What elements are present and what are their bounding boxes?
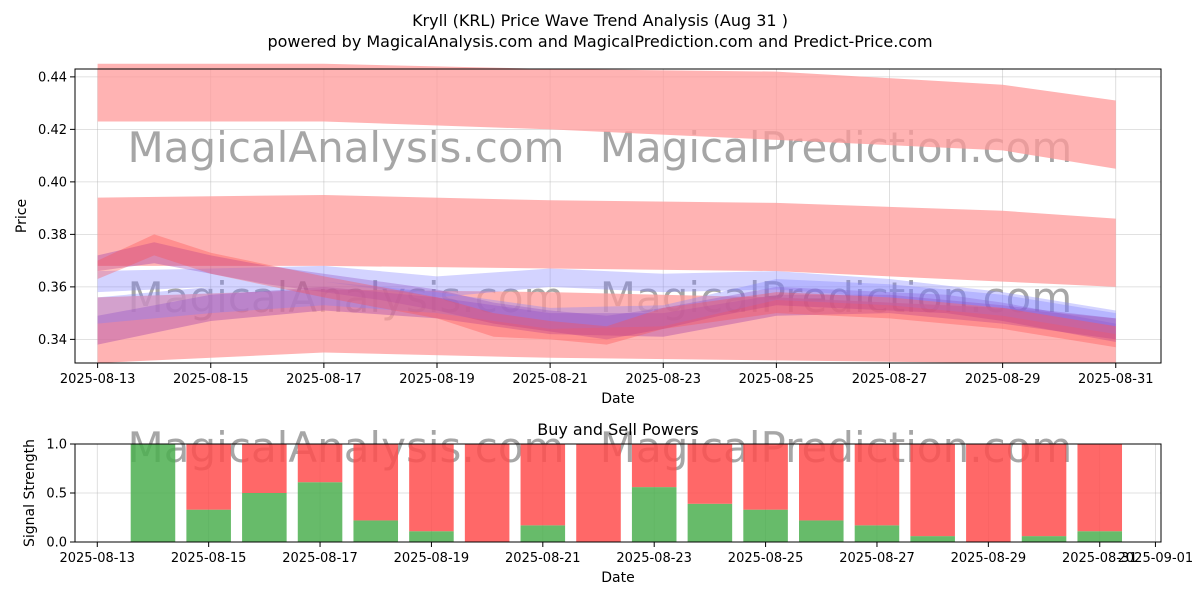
sell-bar — [520, 444, 566, 526]
top-y-axis-label: Price — [14, 199, 30, 233]
sell-bar — [743, 444, 788, 510]
x-tick-label: 2025-08-25 — [728, 551, 804, 566]
x-tick-label: 2025-08-21 — [505, 551, 581, 566]
bottom-x-axis-label: Date — [601, 570, 634, 586]
buy-bar — [409, 531, 454, 542]
price-wave — [97, 265, 1116, 327]
x-tick-label: 2025-08-15 — [171, 551, 247, 566]
sell-bar — [353, 444, 399, 521]
bottom-y-axis-label: Signal Strength — [22, 439, 38, 547]
x-tick-label: 2025-08-27 — [839, 551, 915, 566]
figure-subtitle: powered by MagicalAnalysis.com and Magic… — [267, 32, 932, 51]
sell-bar — [854, 444, 900, 526]
x-tick-label: 2025-08-23 — [625, 372, 701, 387]
buy-bar — [854, 525, 900, 542]
figure-title: Kryll (KRL) Price Wave Trend Analysis (A… — [412, 11, 788, 30]
y-tick-label: 0.38 — [38, 228, 67, 243]
price-wave-plot: MagicalAnalysis.com MagicalPrediction.com… — [14, 63, 1162, 407]
top-x-axis-label: Date — [601, 391, 634, 407]
buy-bar — [687, 503, 733, 542]
y-tick-label: 0.5 — [46, 487, 67, 502]
x-tick-label: 2025-08-13 — [60, 372, 136, 387]
x-tick-label: 2025-08-17 — [282, 551, 358, 566]
buy-bar — [799, 520, 844, 542]
x-tick-label: 2025-08-31 — [1062, 551, 1138, 566]
top-x-ticks: 2025-08-13 2025-08-15 2025-08-17 2025-08-19… — [60, 363, 1154, 387]
buy-bar — [353, 520, 399, 542]
sell-bar — [242, 444, 287, 493]
top-plot-frame — [74, 68, 1162, 364]
sell-bar — [1077, 444, 1123, 532]
x-tick-label: 2025-08-25 — [739, 372, 815, 387]
price-wave — [97, 286, 1116, 345]
sell-bar — [799, 444, 844, 521]
x-tick-label: 2025-08-31 — [1078, 372, 1154, 387]
y-tick-label: 0.42 — [38, 123, 67, 138]
x-tick-label: 2025-08-29 — [951, 551, 1027, 566]
price-waves — [97, 234, 1116, 348]
sell-bar — [186, 444, 231, 510]
x-tick-label: 2025-08-23 — [616, 551, 692, 566]
sell-bar — [576, 444, 621, 542]
buy-bar — [242, 493, 287, 542]
bottom-y-ticks: 0.0 0.5 1.0 — [46, 438, 75, 551]
price-band — [97, 195, 1116, 287]
top-y-ticks: 0.34 0.36 0.38 0.40 0.42 0.44 — [38, 70, 75, 348]
sell-bar — [910, 444, 955, 537]
sell-bar — [409, 444, 454, 532]
buy-bar — [130, 444, 176, 542]
x-tick-label: 2025-09-01 — [1118, 551, 1194, 566]
price-wave — [97, 234, 1116, 348]
buy-bar — [631, 487, 677, 542]
x-tick-label: 2025-08-19 — [394, 551, 470, 566]
buy-bar — [186, 509, 231, 542]
y-tick-label: 0.40 — [38, 175, 67, 190]
price-bands — [97, 63, 1116, 363]
bottom-x-ticks: 2025-08-13 2025-08-15 2025-08-17 2025-08-19… — [59, 542, 1193, 566]
price-wave — [97, 242, 1116, 342]
buy-bar — [743, 509, 788, 542]
watermark-text: MagicalAnalysis.com — [128, 123, 565, 172]
x-tick-label: 2025-08-27 — [852, 372, 928, 387]
y-tick-label: 0.0 — [46, 536, 67, 551]
y-tick-label: 0.44 — [38, 70, 67, 85]
buy-bar — [1077, 531, 1123, 542]
sell-bar — [631, 444, 677, 488]
buy-bar — [297, 482, 343, 542]
sell-bar — [1021, 444, 1067, 537]
y-tick-label: 0.36 — [38, 280, 67, 295]
buy-bar — [1021, 536, 1067, 542]
y-tick-label: 1.0 — [46, 438, 67, 453]
price-band — [97, 63, 1116, 169]
sell-bar — [687, 444, 733, 504]
sell-bar — [464, 444, 510, 542]
x-tick-label: 2025-08-19 — [399, 372, 475, 387]
sell-bar — [966, 444, 1011, 542]
buy-bar — [910, 536, 955, 542]
price-wave — [97, 279, 1116, 335]
price-band — [97, 289, 1116, 363]
y-tick-label: 0.34 — [38, 333, 67, 348]
sell-bar — [297, 444, 343, 483]
buy-bar — [520, 525, 566, 542]
buy-sell-plot: Buy and Sell Powers MagicalAnalysis.comM… — [22, 420, 1193, 586]
x-tick-label: 2025-08-21 — [512, 372, 588, 387]
signal-bars — [130, 444, 1123, 542]
x-tick-label: 2025-08-13 — [59, 551, 135, 566]
x-tick-label: 2025-08-17 — [286, 372, 362, 387]
x-tick-label: 2025-08-15 — [173, 372, 249, 387]
x-tick-label: 2025-08-29 — [965, 372, 1041, 387]
bottom-chart-title: Buy and Sell Powers — [537, 420, 699, 439]
